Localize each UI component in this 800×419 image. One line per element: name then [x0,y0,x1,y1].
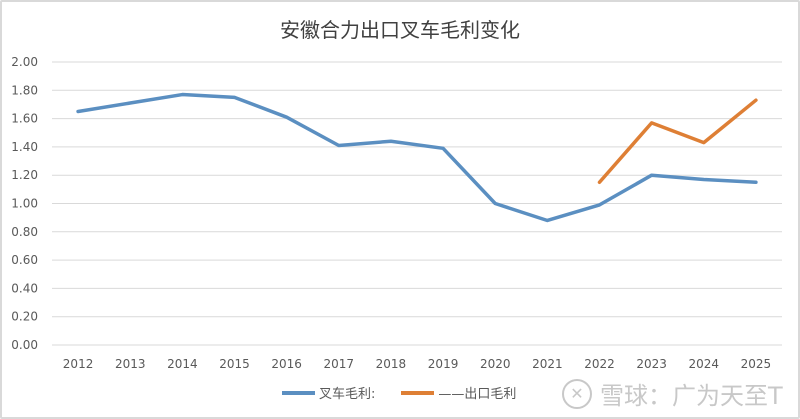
x-tick-label: 2012 [63,357,94,371]
x-tick-label: 2025 [741,357,772,371]
y-tick-label: 1.00 [11,197,38,211]
x-tick-label: 2022 [584,357,615,371]
x-tick-label: 2024 [689,357,720,371]
x-tick-label: 2015 [219,357,250,371]
x-tick-label: 2023 [636,357,667,371]
legend-label-forklift: 叉车毛利: [319,387,376,402]
y-tick-label: 0.60 [11,253,38,267]
legend-item-export: ——出口毛利 [401,383,516,402]
y-tick-label: 2.00 [11,55,38,69]
y-tick-label: 0.00 [11,338,38,352]
legend: 叉车毛利: ——出口毛利 [282,383,542,402]
watermark: ✕ 雪球：广为天至T [562,376,783,411]
chart-title: 安徽合力出口叉车毛利变化 [280,18,520,42]
y-tick-label: 1.40 [11,140,38,154]
legend-item-forklift: 叉车毛利: [282,383,375,402]
series-line-0 [76,92,758,223]
x-tick-label: 2017 [324,357,355,371]
x-tick-label: 2014 [167,357,198,371]
y-tick-label: 0.40 [11,281,38,295]
x-tick-label: 2018 [376,357,407,371]
y-tick-label: 1.80 [11,83,38,97]
y-tick-label: 1.20 [11,168,38,182]
legend-label-export: ——出口毛利 [438,387,517,402]
y-tick-label: 0.20 [11,310,38,324]
series-line-1 [597,98,758,185]
snowball-logo-icon: ✕ [562,378,592,409]
y-tick-label: 1.60 [11,112,38,126]
legend-swatch-forklift [282,390,315,395]
x-tick-label: 2019 [428,357,459,371]
x-tick-label: 2013 [115,357,146,371]
x-tick-label: 2016 [271,357,302,371]
legend-swatch-export [401,390,435,395]
x-tick-label: 2021 [532,357,563,371]
x-tick-label: 2020 [480,357,511,371]
y-tick-label: 0.80 [11,225,38,239]
watermark-text: 雪球：广为天至T [600,382,783,410]
